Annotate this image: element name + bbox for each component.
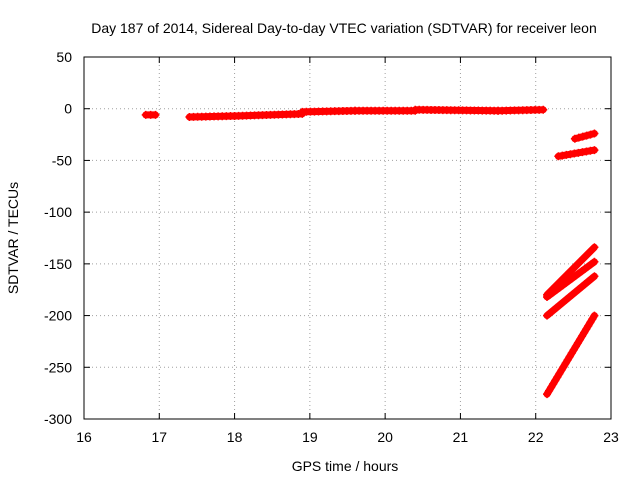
data-segment <box>298 106 360 116</box>
x-tick-label: 23 <box>603 429 619 445</box>
x-tick-label: 20 <box>377 429 393 445</box>
tick-marks <box>83 56 612 420</box>
data-point <box>578 132 587 141</box>
data-segment <box>543 257 599 301</box>
y-tick-label: -300 <box>44 411 72 427</box>
data-point <box>539 105 548 114</box>
x-tick-label: 22 <box>528 429 544 445</box>
data-segment <box>494 105 548 115</box>
plot-frame <box>83 56 612 420</box>
x-tick-label: 16 <box>76 429 92 445</box>
data-point <box>590 311 599 320</box>
data-point <box>582 131 591 140</box>
data-point <box>570 134 579 143</box>
data-point <box>590 272 599 281</box>
y-tick-label: 50 <box>56 49 72 65</box>
y-tick-label: -100 <box>44 204 72 220</box>
data-segment <box>570 129 599 143</box>
data-band <box>543 272 598 320</box>
y-tick-label: -150 <box>44 256 72 272</box>
data-point <box>590 129 599 138</box>
chart-title: Day 187 of 2014, Sidereal Day-to-day VTE… <box>91 20 597 36</box>
y-tick-labels: -300 -250 -200 -150 -100 -50 0 50 <box>44 49 72 427</box>
data-segment <box>185 111 239 121</box>
data-point <box>590 257 599 266</box>
data-band <box>543 258 598 301</box>
data-segment <box>230 109 307 120</box>
x-tick-labels: 16 17 18 19 20 21 22 23 <box>76 429 619 445</box>
data-segment <box>411 105 503 115</box>
data-point <box>590 146 599 155</box>
x-tick-label: 18 <box>227 429 243 445</box>
data-segment <box>554 146 599 161</box>
data-point <box>574 133 583 142</box>
y-axis-label: SDTVAR / TECUs <box>5 182 21 294</box>
data-points <box>141 105 599 399</box>
x-axis-label: GPS time / hours <box>292 458 399 474</box>
data-point <box>586 130 595 139</box>
x-tick-label: 17 <box>151 429 167 445</box>
data-segment <box>543 311 599 399</box>
data-segment <box>543 272 599 320</box>
y-tick-label: -250 <box>44 359 72 375</box>
y-tick-label: -200 <box>44 308 72 324</box>
data-point <box>151 110 160 119</box>
x-tick-label: 19 <box>302 429 318 445</box>
data-segment <box>141 110 160 119</box>
y-tick-label: 0 <box>64 101 72 117</box>
data-point <box>590 243 599 252</box>
data-segment <box>351 106 420 115</box>
y-tick-label: -50 <box>52 152 72 168</box>
x-tick-label: 21 <box>453 429 469 445</box>
data-band <box>543 312 598 398</box>
